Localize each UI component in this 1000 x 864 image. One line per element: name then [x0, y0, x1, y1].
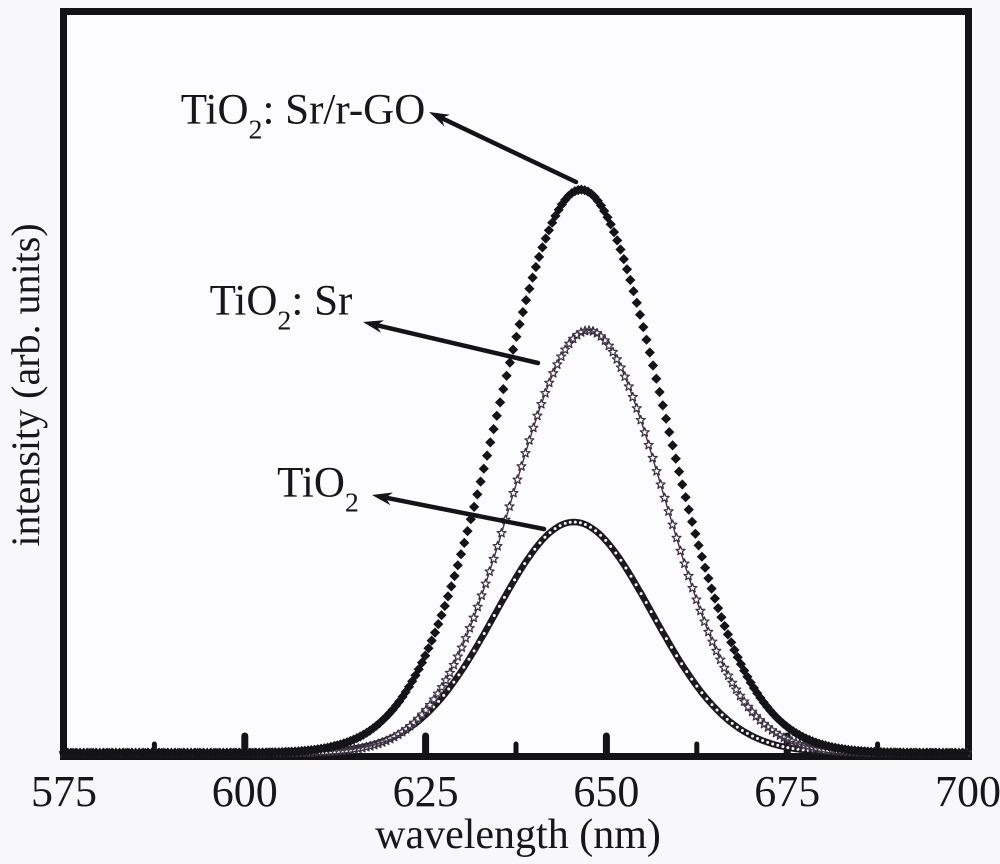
series-label-prefix: TiO — [277, 459, 345, 507]
annotation-arrow-line — [376, 323, 541, 366]
annotation-arrowhead — [363, 320, 384, 333]
series-label-suffix: : Sr — [291, 277, 353, 325]
x-tick-label-600: 600 — [211, 767, 278, 816]
x-tick-label-700: 700 — [935, 767, 1000, 816]
annotation-arrow-line — [385, 495, 547, 532]
x-tick-label-575: 575 — [31, 767, 97, 816]
series-label-subscript: 2 — [344, 487, 359, 519]
x-tick-label-625: 625 — [392, 767, 459, 816]
y-axis-title: intensity (arb. units) — [3, 223, 48, 547]
series-label-tio2-sr: TiO2: Sr — [209, 277, 353, 335]
series-label-suffix: : Sr/r-GO — [262, 86, 426, 134]
annotation-arrowhead — [429, 112, 450, 127]
annotation-arrowhead — [372, 492, 393, 506]
annotation-arrow-line — [441, 116, 579, 185]
x-tick-label-675: 675 — [754, 767, 821, 816]
annotation-arrows — [363, 112, 579, 532]
series-label-prefix: TiO — [180, 86, 249, 134]
series-label-subscript: 2 — [277, 305, 292, 337]
x-tick-label-650: 650 — [573, 767, 640, 816]
series-label-subscript: 2 — [248, 114, 263, 146]
x-axis-title: wavelength (nm) — [375, 812, 661, 858]
series-label-tio2: TiO2 — [277, 459, 359, 517]
series-label-tio2-sr-r-go: TiO2: Sr/r-GO — [180, 86, 426, 144]
series-label-prefix: TiO — [209, 277, 278, 325]
plot-frame — [60, 8, 972, 760]
